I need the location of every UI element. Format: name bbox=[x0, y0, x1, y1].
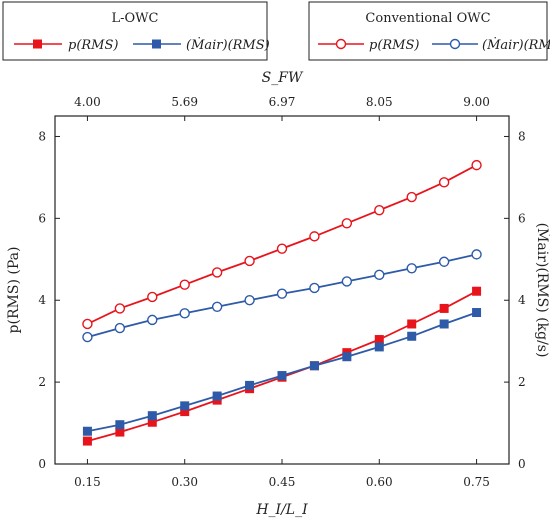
y-tick-label-right: 8 bbox=[518, 129, 526, 143]
top-tick-label: 9.00 bbox=[463, 95, 490, 109]
data-point bbox=[472, 286, 482, 296]
y-axis-title-left: p(RMS) (Pa) bbox=[6, 247, 22, 334]
x-axis-title: H_I/L_I bbox=[255, 502, 308, 518]
data-point bbox=[180, 401, 190, 411]
data-point bbox=[245, 380, 255, 390]
series-line bbox=[87, 290, 478, 442]
y-tick-label-left: 2 bbox=[38, 375, 46, 389]
y-tick-label-left: 8 bbox=[38, 129, 46, 143]
data-point bbox=[438, 256, 450, 267]
x-tick-label: 0.60 bbox=[366, 475, 393, 489]
data-point bbox=[82, 436, 92, 446]
data-point bbox=[244, 255, 255, 267]
legend-l-owc-frame bbox=[2, 1, 268, 61]
legend-l-owc-p-marker bbox=[33, 39, 42, 49]
top-axis-title: S_FW bbox=[262, 70, 304, 86]
series-2 bbox=[82, 159, 482, 330]
data-point bbox=[309, 361, 319, 371]
data-point bbox=[114, 303, 126, 314]
data-point bbox=[147, 417, 157, 427]
legend-conventional-owc: Conventional OWC p(RMS) (Ṁair)(RMS) bbox=[308, 1, 550, 61]
data-point bbox=[276, 243, 288, 254]
y-tick-label-right: 6 bbox=[518, 211, 526, 225]
series-layer bbox=[82, 159, 482, 446]
data-point bbox=[374, 342, 384, 352]
data-point bbox=[309, 231, 320, 242]
data-point bbox=[180, 407, 190, 417]
data-point bbox=[211, 267, 223, 278]
data-point bbox=[82, 426, 92, 436]
y-tick-label-left: 0 bbox=[38, 457, 46, 471]
data-point bbox=[374, 204, 385, 216]
data-point bbox=[439, 319, 449, 329]
data-point bbox=[114, 322, 126, 334]
top-tick-label: 6.97 bbox=[269, 95, 296, 109]
legend-conv-mair-marker bbox=[449, 38, 461, 50]
top-tick-label: 5.69 bbox=[171, 95, 198, 109]
data-point bbox=[147, 291, 158, 303]
data-point bbox=[277, 371, 287, 381]
x-tick-label: 0.75 bbox=[463, 475, 490, 489]
data-point bbox=[342, 352, 352, 362]
x-tick-label: 0.30 bbox=[171, 475, 198, 489]
data-point bbox=[439, 303, 449, 313]
data-point bbox=[115, 427, 125, 437]
series-1 bbox=[82, 308, 482, 436]
data-point bbox=[406, 191, 417, 203]
data-point bbox=[244, 295, 255, 306]
x-tick-label: 0.15 bbox=[74, 475, 101, 489]
data-point bbox=[374, 269, 385, 281]
legend-conv-p-label: p(RMS) bbox=[369, 38, 419, 53]
data-point bbox=[374, 335, 384, 345]
data-point bbox=[115, 420, 125, 430]
data-point bbox=[179, 279, 190, 290]
legend-l-owc-mair-marker bbox=[152, 39, 161, 49]
legend-conventional-owc-frame bbox=[308, 1, 548, 61]
y-tick-label-right: 2 bbox=[518, 375, 526, 389]
series-0 bbox=[82, 286, 482, 446]
ticks-layer: 0.15 0.30 0.45 0.60 0.75 4.00 5.69 6.97 8.05 9.00… bbox=[38, 95, 526, 489]
data-point bbox=[276, 288, 288, 299]
legend-l-owc-p-label: p(RMS) bbox=[68, 38, 118, 53]
y-axis-title-right: (Ṁair)(RMS) (kg/s) bbox=[534, 223, 550, 358]
data-point bbox=[82, 318, 93, 330]
data-point bbox=[82, 331, 93, 343]
y-tick-label-right: 0 bbox=[518, 457, 526, 471]
data-point bbox=[406, 263, 417, 274]
top-tick-label: 8.05 bbox=[366, 95, 393, 109]
data-point bbox=[472, 308, 482, 318]
y-tick-label-left: 6 bbox=[38, 211, 46, 225]
legend-l-owc: L-OWC p(RMS) (Ṁair)(RMS) bbox=[2, 1, 270, 61]
data-point bbox=[407, 319, 417, 329]
data-point bbox=[147, 411, 157, 421]
series-3 bbox=[82, 249, 482, 343]
x-tick-label: 0.45 bbox=[269, 475, 296, 489]
data-point bbox=[341, 218, 353, 229]
data-point bbox=[212, 391, 222, 401]
y-tick-label-left: 4 bbox=[38, 293, 46, 307]
data-point bbox=[211, 301, 223, 312]
data-point bbox=[147, 314, 158, 326]
legend-l-owc-mair-label: (Ṁair)(RMS) bbox=[186, 36, 270, 53]
data-point bbox=[471, 249, 482, 260]
legend-conv-mair-label: (Ṁair)(RMS) bbox=[482, 36, 550, 53]
data-point bbox=[341, 276, 353, 287]
legend-conv-p-marker bbox=[335, 38, 347, 50]
top-tick-label: 4.00 bbox=[74, 95, 101, 109]
legend-l-owc-title: L-OWC bbox=[112, 11, 159, 26]
data-point bbox=[309, 282, 320, 294]
data-point bbox=[438, 177, 450, 188]
y-tick-label-right: 4 bbox=[518, 293, 526, 307]
data-point bbox=[179, 308, 190, 319]
data-point bbox=[407, 331, 417, 341]
data-point bbox=[471, 159, 482, 171]
legend-conventional-owc-title: Conventional OWC bbox=[365, 11, 490, 26]
